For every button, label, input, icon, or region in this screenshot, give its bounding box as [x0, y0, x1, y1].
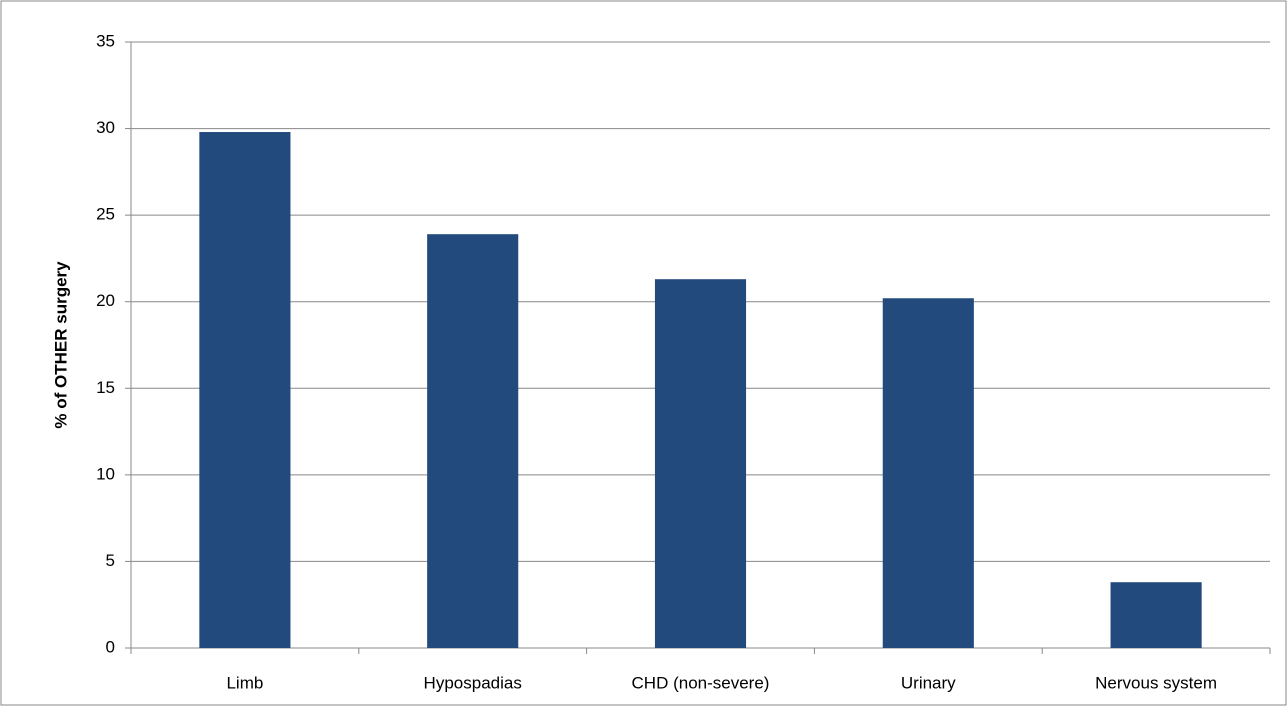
y-tick-label: 0 — [106, 637, 115, 656]
y-tick-label: 10 — [96, 464, 115, 483]
x-tick-label: Nervous system — [1095, 673, 1217, 692]
bar — [427, 234, 519, 648]
x-tick-label: Limb — [226, 673, 263, 692]
y-axis-title: % of OTHER surgery — [51, 261, 70, 429]
y-tick-label: 25 — [96, 205, 115, 224]
y-tick-label: 35 — [96, 31, 115, 50]
y-tick-label: 5 — [106, 551, 115, 570]
bar — [882, 298, 974, 648]
x-tick-label: CHD (non-severe) — [632, 673, 770, 692]
x-tick-label: Hypospadias — [424, 673, 522, 692]
y-tick-label: 30 — [96, 118, 115, 137]
y-tick-label: 20 — [96, 291, 115, 310]
bar — [654, 279, 747, 648]
bar — [1110, 582, 1202, 648]
y-tick-label: 15 — [96, 378, 115, 397]
bar — [199, 132, 291, 648]
x-tick-label: Urinary — [901, 673, 956, 692]
